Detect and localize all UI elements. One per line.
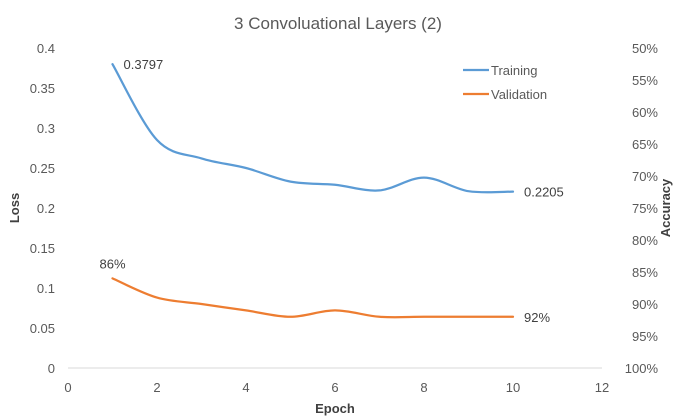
legend-label-training: Training xyxy=(491,63,537,78)
y-tick-right-label: 75% xyxy=(632,201,658,216)
y-tick-right-label: 70% xyxy=(632,169,658,184)
y-tick-left-label: 0.1 xyxy=(37,281,55,296)
chart-title: 3 Convoluational Layers (2) xyxy=(234,14,442,33)
y-tick-right-label: 55% xyxy=(632,73,658,88)
data-labels: 0.3797 0.2205 86% 92% xyxy=(99,57,563,325)
series-line-validation xyxy=(111,277,515,319)
series-line-training xyxy=(111,63,515,194)
x-axis-title: Epoch xyxy=(315,401,355,416)
y-tick-left-label: 0.05 xyxy=(30,321,55,336)
y-tick-right-label: 100% xyxy=(625,361,659,376)
y-tick-left-label: 0.4 xyxy=(37,41,55,56)
x-tick-label: 10 xyxy=(506,380,520,395)
y-tick-left-label: 0.3 xyxy=(37,121,55,136)
y-tick-right-label: 85% xyxy=(632,265,658,280)
x-tick-label: 8 xyxy=(420,380,427,395)
y-tick-left-label: 0.35 xyxy=(30,81,55,96)
y-tick-left-label: 0.15 xyxy=(30,241,55,256)
legend-label-validation: Validation xyxy=(491,87,547,102)
y-axis-right-title: Accuracy xyxy=(658,178,673,237)
x-tick-label: 4 xyxy=(242,380,249,395)
y-tick-left-label: 0.25 xyxy=(30,161,55,176)
y-tick-right-label: 90% xyxy=(632,297,658,312)
data-label: 92% xyxy=(524,310,550,325)
x-tick-label: 2 xyxy=(153,380,160,395)
x-tick-label: 6 xyxy=(331,380,338,395)
y-tick-left-label: 0.2 xyxy=(37,201,55,216)
x-tick-label: 0 xyxy=(64,380,71,395)
y-axis-right-ticks: 50% 55% 60% 65% 70% 75% 80% 85% 90% 95% 100% xyxy=(625,41,659,376)
x-tick-label: 12 xyxy=(595,380,609,395)
legend: Training Validation xyxy=(463,63,547,102)
series-layer xyxy=(111,63,515,319)
y-tick-right-label: 65% xyxy=(632,137,658,152)
y-tick-right-label: 50% xyxy=(632,41,658,56)
y-tick-right-label: 80% xyxy=(632,233,658,248)
x-axis-ticks: 0 2 4 6 8 10 12 xyxy=(64,380,609,395)
y-axis-left-title: Loss xyxy=(7,193,22,223)
data-label: 0.2205 xyxy=(524,185,564,200)
y-tick-right-label: 95% xyxy=(632,329,658,344)
data-label: 0.3797 xyxy=(124,57,164,72)
y-tick-left-label: 0 xyxy=(48,361,55,376)
data-label: 86% xyxy=(99,256,125,271)
y-tick-right-label: 60% xyxy=(632,105,658,120)
y-axis-left-ticks: 0 0.05 0.1 0.15 0.2 0.25 0.3 0.35 0.4 xyxy=(30,41,55,376)
